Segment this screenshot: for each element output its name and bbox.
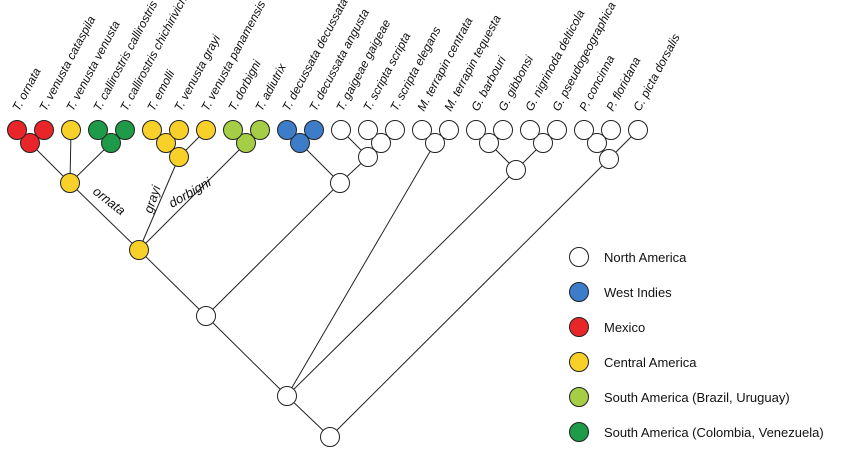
ancestral-node [20, 133, 40, 153]
tip-node [601, 120, 621, 140]
tip-node [277, 120, 297, 140]
region-legend: North America West Indies Mexico Central Am… [569, 247, 824, 442]
tree-branch [69, 182, 140, 251]
tip-node [439, 120, 459, 140]
ancestral-node [290, 133, 310, 153]
clade-label-ornata: ornata [90, 184, 128, 219]
tip-node [250, 120, 270, 140]
ancestral-node [169, 147, 189, 167]
taxon-label: C. picta dorsalis [630, 31, 682, 113]
tip-node [520, 120, 540, 140]
legend-swatch [569, 317, 589, 337]
tip-node [61, 120, 81, 140]
tree-branch [138, 156, 180, 251]
tip-node [196, 120, 216, 140]
tip-node [88, 120, 108, 140]
tip-node [466, 120, 486, 140]
legend-swatch [569, 387, 589, 407]
tip-node [331, 120, 351, 140]
tip-node [412, 120, 432, 140]
tree-branch [286, 142, 436, 397]
ancestral-node [196, 306, 216, 326]
legend-label: Mexico [604, 320, 645, 335]
tip-node [628, 120, 648, 140]
ancestral-node [101, 133, 121, 153]
clade-labels: ornata grayi dorbigni [90, 174, 214, 218]
tip-node [169, 120, 189, 140]
legend-swatch [569, 352, 589, 372]
ancestral-node [599, 149, 619, 169]
tree-branch [205, 315, 288, 397]
ancestral-node [129, 240, 149, 260]
ancestral-node [236, 133, 256, 153]
legend-label: North America [604, 250, 687, 265]
ancestral-node [320, 427, 340, 447]
tip-node [223, 120, 243, 140]
ancestral-node [156, 133, 176, 153]
legend-label: South America (Brazil, Uruguay) [604, 390, 790, 405]
tip-node [574, 120, 594, 140]
tree-branch [286, 169, 517, 397]
legend-swatch [569, 282, 589, 302]
tree-branches [16, 129, 639, 438]
tree-branch [329, 158, 610, 438]
tree-branch [138, 142, 247, 251]
clade-label-dorbigni: dorbigni [166, 174, 215, 211]
tip-node [115, 120, 135, 140]
tip-node [7, 120, 27, 140]
tip-node [547, 120, 567, 140]
legend-swatch [569, 422, 589, 442]
ancestral-node [533, 133, 553, 153]
ancestral-node [587, 133, 607, 153]
tip-node [304, 120, 324, 140]
legend-label: West Indies [604, 285, 672, 300]
ancestral-node [358, 147, 378, 167]
ancestral-node [277, 386, 297, 406]
tip-node [385, 120, 405, 140]
ancestral-node [506, 160, 526, 180]
legend-label: Central America [604, 355, 697, 370]
tree-branch [205, 182, 341, 317]
ancestral-node [330, 173, 350, 193]
ancestral-node [479, 133, 499, 153]
tree-nodes [7, 120, 648, 447]
ancestral-node [60, 173, 80, 193]
tip-node [358, 120, 378, 140]
tip-node [142, 120, 162, 140]
legend-label: South America (Colombia, Venezuela) [604, 425, 824, 440]
clade-label-grayi: grayi [141, 182, 164, 214]
tip-node [493, 120, 513, 140]
ancestral-node [425, 133, 445, 153]
tree-branch [138, 249, 207, 317]
legend-swatch [569, 247, 589, 267]
tip-node [34, 120, 54, 140]
ancestral-node [371, 133, 391, 153]
